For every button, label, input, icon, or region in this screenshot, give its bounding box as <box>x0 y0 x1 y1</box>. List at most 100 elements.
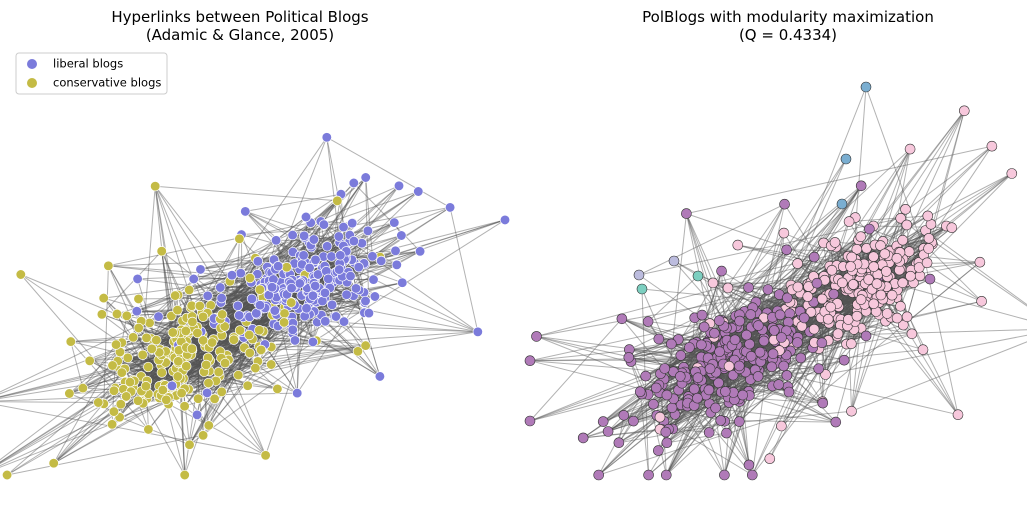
node <box>240 206 251 217</box>
node <box>642 316 654 327</box>
node <box>318 219 330 230</box>
node <box>367 251 378 262</box>
node <box>197 430 209 441</box>
node <box>396 230 407 241</box>
node <box>304 262 315 274</box>
node <box>121 310 132 321</box>
legend-marker <box>27 59 37 69</box>
node <box>921 257 933 269</box>
node <box>692 372 704 384</box>
edge <box>849 215 928 223</box>
node <box>816 293 828 305</box>
node <box>352 346 364 357</box>
node <box>684 342 695 353</box>
node <box>93 397 104 408</box>
node <box>192 327 203 339</box>
edge <box>180 331 478 380</box>
node <box>301 303 312 314</box>
edge <box>905 209 912 271</box>
node <box>688 383 700 395</box>
node <box>133 322 144 334</box>
node <box>616 313 628 325</box>
edge <box>536 245 881 337</box>
edge <box>638 203 785 276</box>
node <box>666 402 678 414</box>
edge <box>117 360 217 382</box>
node <box>137 349 148 360</box>
edge <box>602 373 661 422</box>
edge <box>686 213 815 258</box>
node <box>781 244 792 256</box>
node <box>727 369 739 381</box>
node <box>321 132 332 143</box>
node <box>958 105 970 117</box>
node <box>98 292 109 304</box>
node <box>825 301 837 313</box>
edge <box>245 210 340 243</box>
node <box>143 361 154 373</box>
edge <box>189 312 370 446</box>
edge <box>529 341 707 362</box>
node <box>813 363 825 375</box>
edge <box>252 328 359 352</box>
edge <box>200 242 362 270</box>
node <box>234 233 245 244</box>
node <box>764 453 776 465</box>
node <box>173 356 184 367</box>
edge <box>848 221 924 249</box>
edge <box>783 365 837 423</box>
node <box>661 437 673 449</box>
edge <box>823 148 911 277</box>
node <box>213 366 224 378</box>
edge <box>709 215 929 325</box>
edge <box>748 203 843 288</box>
node <box>397 277 408 288</box>
node <box>830 416 842 428</box>
edge <box>598 402 823 476</box>
node <box>723 360 735 372</box>
node <box>653 333 665 345</box>
edge <box>645 375 688 404</box>
edge <box>756 256 815 313</box>
node <box>781 370 793 381</box>
node <box>179 401 190 412</box>
node <box>715 415 727 426</box>
node <box>703 384 715 396</box>
node <box>345 270 356 282</box>
node <box>244 347 255 359</box>
node <box>805 306 817 318</box>
edge <box>873 225 952 229</box>
node <box>846 405 857 417</box>
node <box>783 386 795 398</box>
node <box>840 153 852 165</box>
edge <box>275 185 400 241</box>
node <box>746 469 758 481</box>
edge <box>137 186 156 401</box>
node <box>322 241 333 252</box>
node <box>634 386 646 398</box>
edge <box>155 185 338 202</box>
edge <box>324 287 357 299</box>
edge <box>154 186 180 353</box>
edge <box>856 248 980 263</box>
node <box>310 254 321 265</box>
node <box>851 244 863 255</box>
node <box>362 225 374 236</box>
edge <box>101 313 222 359</box>
node <box>206 337 218 348</box>
node <box>391 259 402 270</box>
node <box>308 234 320 245</box>
edge <box>200 221 353 270</box>
node <box>924 273 936 285</box>
node <box>802 291 814 302</box>
node <box>133 293 144 305</box>
node <box>143 424 154 435</box>
edge <box>326 137 340 237</box>
edge <box>659 386 788 430</box>
edge <box>629 314 703 351</box>
edge <box>663 384 779 422</box>
node <box>891 312 903 324</box>
edge <box>103 280 230 299</box>
node <box>692 270 704 282</box>
node <box>923 233 935 244</box>
